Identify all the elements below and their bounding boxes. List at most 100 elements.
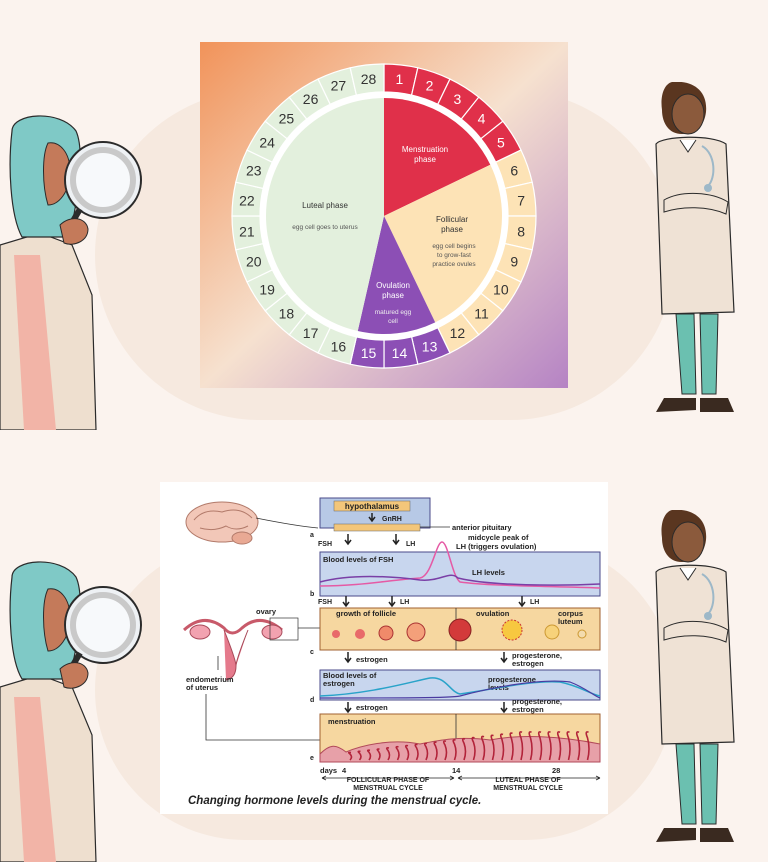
day-number-2: 2 [426, 78, 434, 94]
lh-label-3: LH [530, 599, 539, 606]
day-28-label: 28 [552, 766, 560, 775]
gland [490, 734, 495, 761]
gland [395, 745, 400, 761]
gland [480, 735, 486, 761]
ovulation-title-2: phase [382, 291, 404, 300]
gland [433, 741, 438, 761]
ovulation-desc-2: cell [388, 318, 398, 325]
menstruation-sector [384, 98, 491, 216]
ovulation-desc-1: matured egg [375, 309, 412, 316]
blood-estr-label-2: estrogen [323, 679, 355, 688]
endometrial-glands [347, 731, 590, 761]
ovary-illustration [182, 617, 299, 681]
follicular-phase-label-2: MENSTRUAL CYCLE [353, 785, 423, 792]
gland [499, 733, 505, 761]
label-e: e [310, 755, 314, 762]
progesterone-curve [319, 680, 601, 699]
follicle-stages [332, 618, 587, 642]
phase-sectors [265, 98, 502, 334]
day-number-12: 12 [450, 325, 466, 341]
label-c: c [310, 649, 314, 656]
day-number-4: 4 [478, 110, 486, 126]
follicular-desc-3: practice ovules [432, 261, 476, 268]
day-number-15: 15 [361, 345, 377, 361]
cycle-wheel: 1 234567891011121314151617181920212223242… [200, 42, 568, 388]
luteal-title: Luteal phase [302, 201, 348, 210]
day-number-3: 3 [454, 91, 462, 107]
cycle-wheel-panel: 1 2 3 4 5 6 7 8 9 10 11 12 13 14 15 16 17 18 19 20 21 22 23 24 2… [200, 42, 568, 388]
gland [585, 731, 590, 761]
ovulation-sector [357, 216, 436, 334]
doctor-illustration-top [655, 82, 735, 412]
day-number-23: 23 [246, 162, 262, 178]
gland [452, 739, 457, 761]
endometrium-label-2: of uterus [186, 683, 218, 692]
gland [556, 731, 562, 761]
gland [461, 737, 467, 761]
day-number-5: 5 [497, 135, 505, 151]
endometrium-label-1: endometrium [186, 675, 234, 684]
gland [347, 751, 353, 761]
blood-fsh-label: Blood levels of FSH [323, 555, 393, 564]
day-number-7: 7 [517, 193, 525, 209]
days-label: days [320, 766, 337, 775]
ovulation-title: Ovulation [376, 281, 410, 290]
midcycle-label-2: LH (triggers ovulation) [456, 542, 537, 551]
gnrh-label: GnRH [382, 516, 402, 523]
hormone-diagram: hypothalamus GnRH anterior pituitary a F… [182, 497, 601, 792]
gland [376, 748, 381, 761]
luteal-phase-label-2: MENSTRUAL CYCLE [493, 785, 563, 792]
estrogen-label-1: estrogen [356, 655, 388, 664]
estrogen-curve [319, 677, 601, 697]
brain-illustration [185, 501, 319, 545]
lh-label-2: LH [400, 599, 409, 606]
luteal-desc: egg cell goes to uterus [292, 224, 358, 231]
day-number-25: 25 [279, 110, 295, 126]
fsh-lh-chart [319, 551, 601, 597]
menstruation-title-2: phase [414, 155, 436, 164]
ovulation-label: ovulation [476, 609, 510, 618]
fsh-label-2: FSH [318, 599, 332, 606]
day-number-1: 1 [396, 71, 404, 87]
lh-levels-label: LH levels [472, 568, 505, 577]
gland [537, 731, 543, 761]
day-number-22: 22 [239, 193, 255, 209]
gland [366, 749, 372, 761]
day-number-8: 8 [517, 223, 525, 239]
gland [575, 731, 581, 761]
midcycle-label-1: midcycle peak of [468, 533, 529, 542]
estrogen-chart [319, 669, 601, 701]
gland [528, 731, 533, 761]
woman-magnifier-illustration-bottom [0, 561, 142, 862]
lh-label-1: LH [406, 541, 415, 548]
lh-curve [319, 541, 601, 589]
luteal-sector [265, 98, 384, 332]
ovary-label: ovary [256, 607, 277, 616]
corpus-label-1: corpus [558, 609, 583, 618]
menstruation-title: Menstruation [402, 145, 448, 154]
anterior-pituitary-box [333, 523, 421, 532]
gland [509, 732, 514, 761]
hormone-diagram-panel: hypothalamus GnRH anterior pituitary a F… [160, 482, 608, 814]
label-d: d [310, 697, 314, 704]
label-b: b [310, 591, 314, 598]
label-a: a [310, 532, 314, 539]
day-14-label: 14 [452, 766, 461, 775]
follicular-sector [384, 164, 502, 323]
fsh-label-1: FSH [318, 541, 332, 548]
growth-follicle-label: growth of follicle [336, 609, 396, 618]
day-number-6: 6 [510, 162, 518, 178]
day-number-14: 14 [392, 345, 408, 361]
gland [471, 736, 476, 761]
prog-levels-label-1: progesterone [488, 675, 536, 684]
day-number-13: 13 [422, 338, 438, 354]
day-number-26: 26 [303, 91, 319, 107]
day-number-20: 20 [246, 254, 262, 270]
gland [442, 740, 448, 761]
estrogen-label-2: estrogen [356, 703, 388, 712]
menstruation-label: menstruation [328, 717, 376, 726]
diagram-caption: Changing hormone levels during the menst… [188, 795, 482, 807]
gland [518, 731, 524, 761]
day-number-19: 19 [259, 281, 275, 297]
day-number-16: 16 [331, 338, 347, 354]
